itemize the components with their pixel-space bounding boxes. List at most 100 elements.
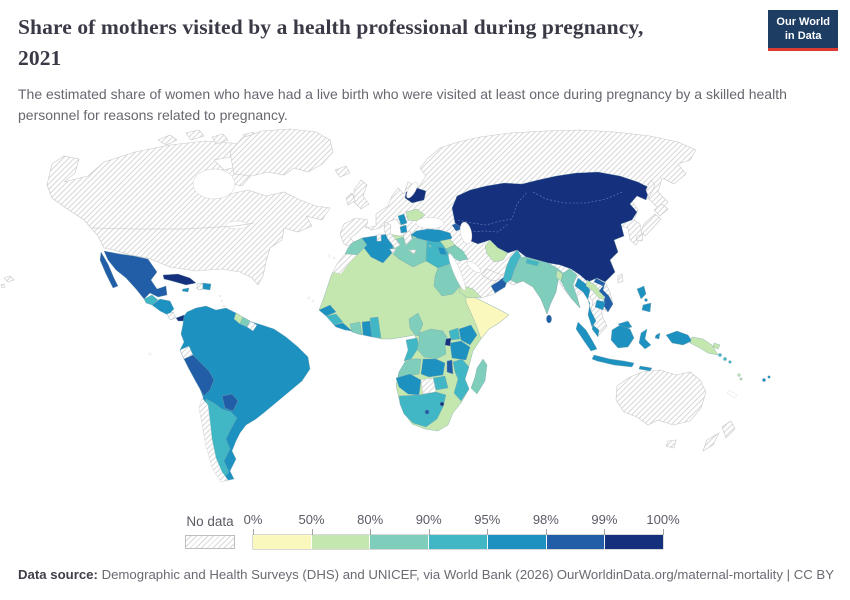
owid-logo[interactable]: Our World in Data	[768, 10, 838, 51]
country-lesotho[interactable]	[424, 409, 430, 415]
country-indonesia[interactable]	[575, 321, 693, 372]
country-nepal[interactable]	[525, 258, 540, 267]
country-paraguay[interactable]	[221, 393, 239, 412]
country-sierra-leone-liberia[interactable]	[333, 322, 353, 332]
country-eswatini[interactable]	[439, 401, 445, 407]
legend-color-bar[interactable]: 0% 50% 80% 90% 95% 98% 99% 100%	[244, 512, 680, 549]
country-greece[interactable]	[402, 230, 417, 255]
country-kenya[interactable]	[458, 324, 478, 346]
country-madagascar[interactable]	[470, 358, 488, 395]
country-jordan[interactable]	[437, 246, 448, 256]
country-gabon-congo[interactable]	[403, 337, 420, 362]
country-dominican-republic[interactable]	[202, 282, 212, 291]
legend-bin-95-98[interactable]	[486, 535, 546, 549]
owid-logo-line-1: Our World	[776, 16, 830, 28]
legend-bin-98-99[interactable]	[545, 535, 605, 549]
legend-bin-50-80[interactable]	[310, 535, 370, 549]
canary-islands	[327, 254, 336, 260]
country-fiji[interactable]	[762, 375, 771, 382]
legend-tick-95: 95%	[474, 512, 501, 527]
country-ireland[interactable]	[345, 192, 356, 206]
country-myanmar[interactable]	[560, 268, 581, 309]
country-peru[interactable]	[183, 354, 215, 397]
country-vanuatu[interactable]	[737, 373, 743, 381]
country-mozambique[interactable]	[452, 358, 470, 402]
legend-bin-99-100[interactable]	[604, 535, 664, 549]
country-sri-lanka[interactable]	[546, 314, 552, 324]
country-french-guiana[interactable]	[246, 320, 258, 332]
country-algeria[interactable]	[361, 233, 395, 264]
legend-tick-mark	[604, 529, 606, 535]
world-map-svg[interactable]	[0, 128, 850, 516]
country-tasmania[interactable]	[665, 439, 677, 449]
country-mexico[interactable]	[99, 250, 168, 300]
country-philippines-visayas[interactable]	[644, 298, 648, 302]
country-united-kingdom[interactable]	[353, 179, 370, 210]
country-honduras-nicaragua[interactable]	[151, 298, 175, 316]
country-taiwan[interactable]	[617, 273, 624, 284]
country-senegal[interactable]	[318, 304, 337, 317]
country-chile[interactable]	[198, 397, 229, 483]
country-sakhalin[interactable]	[645, 179, 656, 199]
country-thailand[interactable]	[574, 277, 597, 328]
country-japan[interactable]	[635, 203, 669, 242]
country-serbia[interactable]	[397, 213, 408, 226]
title-line-2: 2021	[18, 46, 62, 70]
country-cyprus[interactable]	[428, 244, 432, 248]
central-asia-internal-borders	[457, 191, 623, 233]
country-south-africa[interactable]	[398, 391, 447, 428]
country-australia[interactable]	[615, 369, 707, 426]
legend-bin-90-95[interactable]	[428, 535, 487, 549]
country-western-sahara[interactable]	[332, 253, 358, 275]
chart-header: Share of mothers visited by a health pro…	[18, 12, 787, 126]
black-sea	[415, 217, 445, 229]
country-papua-new-guinea[interactable]	[689, 336, 721, 356]
country-tanzania[interactable]	[449, 340, 471, 361]
persian-gulf	[467, 261, 481, 273]
country-cambodia[interactable]	[594, 299, 606, 311]
country-malawi[interactable]	[446, 359, 454, 375]
country-arctic-islands[interactable]	[157, 129, 258, 146]
country-burundi[interactable]	[444, 337, 452, 347]
country-guinea[interactable]	[325, 313, 344, 326]
legend-bin-0-50[interactable]	[253, 535, 311, 549]
us-canada-border	[91, 222, 255, 230]
legend-tick-mark	[663, 529, 664, 535]
legend-tick-0: 0%	[243, 512, 263, 527]
country-dr-congo[interactable]	[416, 328, 449, 360]
country-cuba[interactable]	[162, 273, 197, 286]
country-jamaica[interactable]	[181, 287, 190, 293]
country-romania[interactable]	[405, 208, 426, 222]
country-solomon-islands[interactable]	[718, 353, 732, 364]
country-vietnam[interactable]	[593, 277, 614, 313]
country-philippines[interactable]	[636, 285, 652, 313]
data-source-text: Demographic and Health Surveys (DHS) and…	[101, 567, 554, 582]
region-south-america[interactable]	[179, 305, 311, 482]
country-new-caledonia	[726, 389, 738, 399]
country-canada-usa[interactable]	[46, 140, 331, 286]
country-zimbabwe[interactable]	[432, 375, 449, 391]
country-cameroon[interactable]	[408, 312, 424, 337]
country-zambia[interactable]	[420, 358, 446, 378]
legend-tick-mark	[370, 529, 372, 535]
country-togo-benin[interactable]	[369, 316, 382, 339]
country-cote-divoire[interactable]	[349, 321, 363, 336]
legend-bin-80-90[interactable]	[369, 535, 429, 549]
data-source-line: Data source: Demographic and Health Surv…	[18, 565, 554, 585]
country-pakistan[interactable]	[502, 249, 522, 284]
country-afghanistan[interactable]	[484, 239, 509, 263]
title-line-1: Share of mothers visited by a health pro…	[18, 15, 644, 39]
country-haiti[interactable]	[196, 282, 204, 291]
country-new-zealand[interactable]	[702, 420, 736, 452]
legend-no-data-swatch[interactable]	[185, 535, 235, 549]
country-india[interactable]	[510, 256, 564, 315]
country-italy[interactable]	[376, 221, 401, 255]
country-hawaii[interactable]	[0, 275, 15, 289]
country-laos[interactable]	[585, 279, 606, 301]
country-greenland[interactable]	[229, 128, 334, 177]
country-uganda[interactable]	[448, 327, 461, 341]
country-somalia[interactable]	[465, 292, 510, 340]
country-iceland[interactable]	[334, 165, 351, 178]
legend-tick-99: 99%	[591, 512, 618, 527]
country-turkey[interactable]	[410, 228, 453, 243]
